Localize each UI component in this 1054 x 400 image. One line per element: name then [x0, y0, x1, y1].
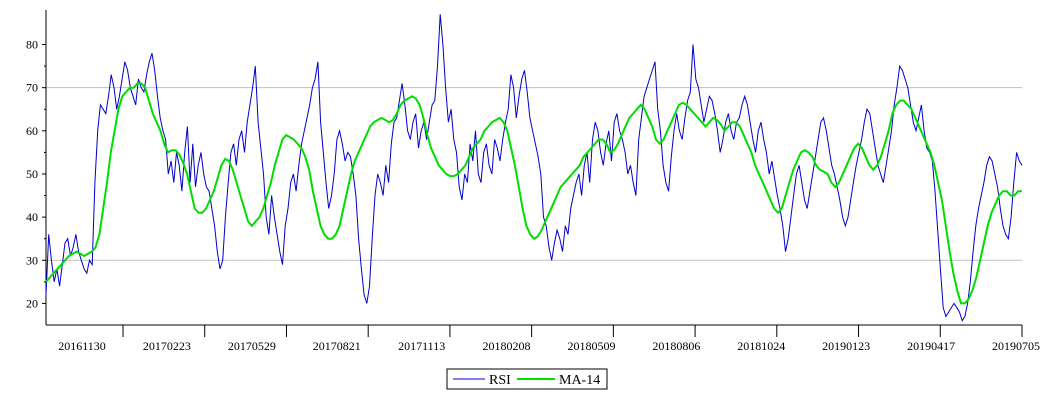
series-rsi-line: [45, 14, 1023, 322]
y-tick-label: 30: [26, 253, 38, 267]
legend-label-ma14: MA-14: [559, 373, 600, 388]
x-tick-label: 20170223: [143, 339, 191, 353]
x-ticks: 20161130 20170223 20170529 20170821 20171113…: [58, 325, 1040, 353]
y-tick-label: 80: [26, 38, 38, 52]
y-tick-label: 40: [26, 210, 38, 224]
x-tick-label: 20170529: [228, 339, 276, 353]
y-tick-label: 20: [26, 296, 38, 310]
x-tick-label: 20170821: [313, 339, 361, 353]
y-ticks: 20 30 40 50 60 70 80: [26, 38, 46, 310]
y-tick-label: 60: [26, 124, 38, 138]
grid-lines: [46, 87, 1022, 261]
y-tick-label: 50: [26, 167, 38, 181]
x-tick-label: 20190417: [907, 339, 955, 353]
legend: RSI MA-14: [446, 368, 608, 390]
x-tick-label: 20180509: [567, 339, 615, 353]
legend-label-rsi: RSI: [489, 373, 511, 388]
y-tick-label: 70: [26, 81, 38, 95]
x-tick-label: 20180806: [652, 339, 700, 353]
x-tick-label: 20171113: [398, 339, 445, 353]
x-tick-label: 20190123: [822, 339, 870, 353]
x-tick-label: 20161130: [58, 339, 106, 353]
x-tick-label: 20180208: [483, 339, 531, 353]
x-tick-label: 20181024: [737, 339, 785, 353]
x-tick-label: 20190705: [992, 339, 1040, 353]
series-ma14-line: [45, 82, 1022, 305]
